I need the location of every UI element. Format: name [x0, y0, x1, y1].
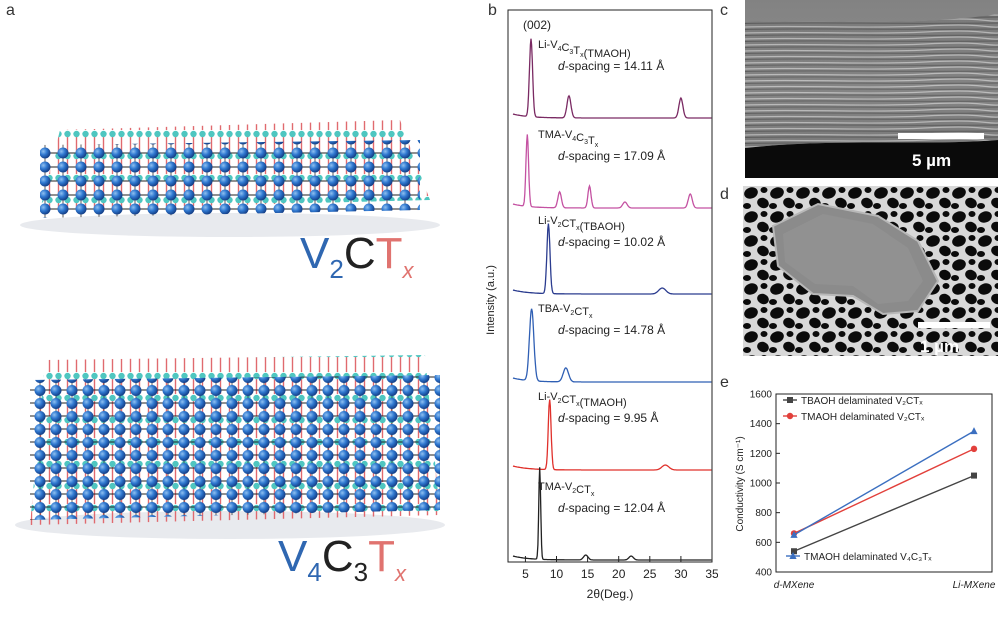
legend-label: TMAOH delaminated V₄C₃Tₓ: [804, 552, 932, 563]
conductivity-chart: Conductivity (S cm⁻¹) 400 600 800 1000 1200 1…: [735, 390, 996, 592]
chart-ytick-label: 1200: [750, 449, 773, 460]
xrd-xtick-label: 30: [674, 567, 688, 581]
xrd-trace-name: Li-V4C3Tx(TMAOH): [538, 39, 631, 60]
chart-ytick-label: 1400: [750, 419, 773, 430]
chart-point: [789, 552, 797, 559]
chart-ytick-label: 1000: [750, 479, 773, 490]
scale-label-c: 5 µm: [912, 151, 952, 170]
chart-point: [787, 397, 793, 403]
xrd-trace: [512, 134, 712, 209]
xrd-trace: [512, 399, 712, 471]
scale-bar-d: [918, 322, 990, 328]
xrd-trace: [512, 38, 712, 119]
xrd-ylabel: Intensity (a.u.): [485, 265, 497, 335]
xrd-trace: [512, 308, 712, 383]
chart-ytick-label: 400: [755, 568, 772, 579]
chart-point: [971, 472, 977, 479]
chart-point: [970, 427, 978, 435]
xrd-xtick-label: 15: [581, 567, 595, 581]
panel-label-d: d: [720, 186, 729, 203]
chart-ytick-label: 1600: [750, 390, 773, 401]
formula-v4c3tx: V4C3Tx: [278, 532, 406, 587]
xrd-d-spacing: d-spacing = 14.11 Å: [558, 58, 664, 73]
crystal-structure-illustration: [15, 120, 445, 539]
xrd-xtick-label: 20: [612, 567, 626, 581]
chart-point: [970, 445, 978, 453]
chart-category-label: d-MXene: [774, 580, 815, 591]
chart-series-line: [793, 448, 975, 535]
xrd-d-spacing: d-spacing = 12.04 Å: [558, 500, 665, 515]
xrd-frame: [507, 9, 713, 563]
scale-label-d: 1 µm: [920, 337, 960, 356]
chart-series-line: [793, 474, 975, 552]
xrd-xtick-label: 25: [643, 567, 657, 581]
xrd-d-spacing: d-spacing = 10.02 Å: [558, 234, 665, 249]
xrd-d-spacing: d-spacing = 9.95 Å: [558, 410, 658, 425]
sem-cross-section-image: [745, 0, 998, 178]
chart-ytick-label: 800: [755, 508, 772, 519]
xrd-trace-name: Li-V2CTx(TMAOH): [538, 391, 627, 409]
xrd-trace-name: TBA-V2CTx: [538, 303, 593, 320]
chart-point: [790, 530, 798, 538]
chart-point: [791, 548, 797, 555]
legend-label: TMAOH delaminated V₂CTₓ: [801, 412, 925, 423]
chart-series-line: [793, 430, 975, 536]
chart-category-label: Li-MXene: [953, 580, 996, 591]
xrd-xtick-label: 5: [522, 567, 529, 581]
chart-point: [786, 412, 794, 420]
xrd-trace-name: Li-V2CTx(TBAOH): [538, 215, 625, 233]
panel-label-c: c: [720, 2, 728, 19]
sem-flake-image: [743, 186, 998, 356]
xrd-trace: [512, 467, 712, 561]
xrd-peak-label: (002): [523, 18, 551, 32]
scale-bar-c: [898, 133, 984, 139]
xrd-trace-name: TMA-V2CTx: [538, 481, 595, 498]
chart-ylabel: Conductivity (S cm⁻¹): [735, 436, 746, 531]
xrd-d-spacing: d-spacing = 17.09 Å: [558, 148, 665, 163]
xrd-d-spacing: d-spacing = 14.78 Å: [558, 322, 665, 337]
xrd-panel: (002) Intensity (a.u.) 2θ(Deg.) 5 10 15 20 2…: [485, 9, 718, 601]
xrd-trace: [512, 223, 712, 295]
panel-label-b: b: [488, 2, 497, 19]
legend-label: TBAOH delaminated V₂CTₓ: [801, 396, 923, 407]
xrd-xlabel: 2θ(Deg.): [587, 587, 634, 601]
formula-v2ctx: V2CTx: [300, 229, 414, 284]
panel-label-e: e: [720, 374, 729, 391]
xrd-trace-name: TMA-V4C3Tx: [538, 129, 599, 149]
panel-label-a: a: [6, 2, 15, 19]
v4c3tx-structure: [15, 355, 445, 539]
chart-ytick-label: 600: [755, 538, 772, 549]
xrd-xtick-label: 10: [550, 567, 564, 581]
v2ctx-structure: [20, 120, 440, 237]
xrd-xtick-label: 35: [705, 567, 718, 581]
